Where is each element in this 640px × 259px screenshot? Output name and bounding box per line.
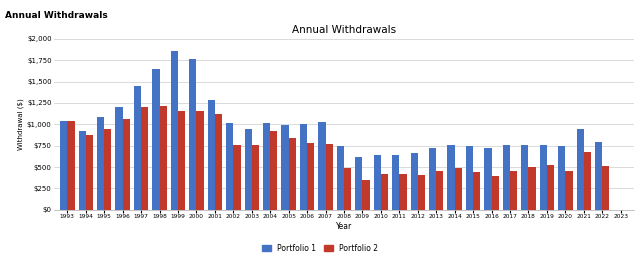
Bar [492,176,499,210]
Bar [411,153,418,210]
Bar [337,146,344,210]
Bar [326,144,333,210]
Bar [355,157,362,210]
Bar [215,114,222,210]
Bar [208,99,215,210]
Bar [79,131,86,210]
Bar [584,152,591,210]
Bar [466,146,473,210]
Bar [300,125,307,210]
Bar [595,142,602,210]
Bar [134,86,141,210]
Bar [115,107,123,210]
Bar [244,129,252,210]
Bar [454,168,462,210]
Bar [547,165,554,210]
Bar [344,168,351,210]
Bar [521,145,529,210]
Text: Annual Withdrawals: Annual Withdrawals [5,11,108,20]
Bar [510,171,517,210]
Bar [540,145,547,210]
Bar [104,128,111,210]
Bar [123,119,130,210]
Bar [189,59,196,210]
Bar [226,124,234,210]
Bar [307,143,314,210]
Bar [362,180,370,210]
Bar [602,166,609,210]
Bar [429,148,436,210]
Bar [171,51,178,210]
Bar [196,111,204,210]
Bar [141,107,148,210]
Bar [159,105,167,210]
Title: Annual Withdrawals: Annual Withdrawals [292,25,396,35]
Bar [399,174,406,210]
Legend: Portfolio 1, Portfolio 2: Portfolio 1, Portfolio 2 [260,242,380,255]
Bar [381,174,388,210]
Bar [436,171,444,210]
Bar [418,175,425,210]
Bar [263,123,270,210]
Bar [318,122,326,210]
Bar [473,172,480,210]
Bar [270,131,277,210]
X-axis label: Year: Year [336,222,352,231]
Bar [282,125,289,210]
Y-axis label: Withdrawal ($): Withdrawal ($) [17,98,24,150]
Bar [392,155,399,210]
Bar [529,167,536,210]
Bar [60,121,67,210]
Bar [152,69,159,210]
Bar [565,171,573,210]
Bar [67,121,74,210]
Bar [577,130,584,210]
Bar [289,138,296,210]
Bar [447,145,454,210]
Bar [234,145,241,210]
Bar [86,135,93,210]
Bar [97,117,104,210]
Bar [503,145,510,210]
Bar [178,111,185,210]
Bar [484,148,492,210]
Bar [374,155,381,210]
Bar [252,145,259,210]
Bar [558,146,565,210]
